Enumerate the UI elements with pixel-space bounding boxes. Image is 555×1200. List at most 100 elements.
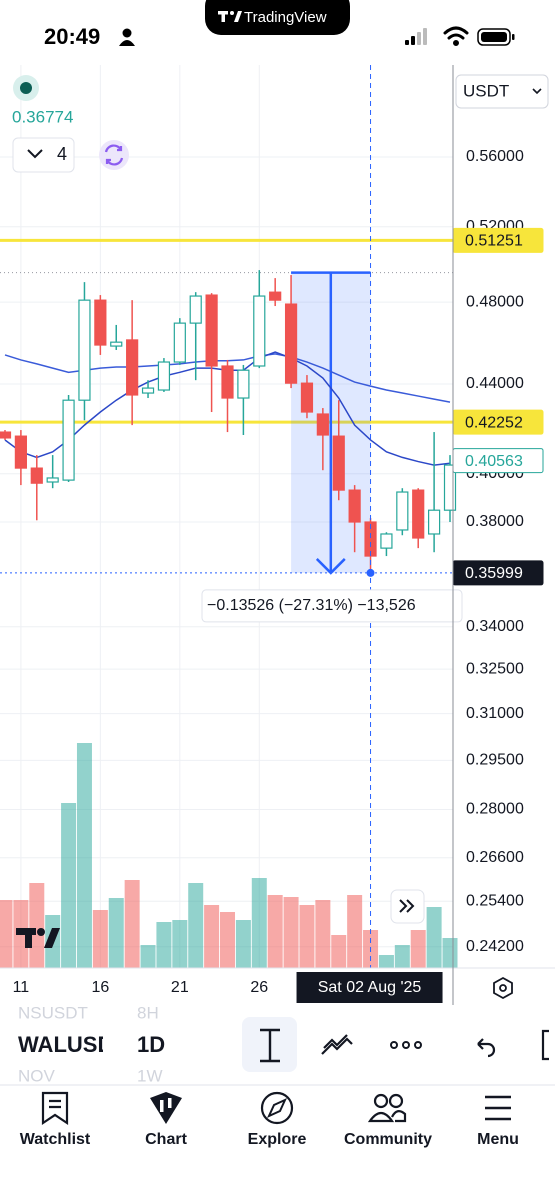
- candle-body: [380, 533, 393, 549]
- redo-button[interactable]: [541, 1029, 549, 1061]
- candle-body: [141, 387, 155, 394]
- community-icon[interactable]: [367, 1093, 407, 1123]
- legend-price: 0.36774: [12, 107, 73, 126]
- volume-bar: [315, 900, 331, 968]
- nav-label[interactable]: Explore: [248, 1131, 307, 1148]
- measure-label: −0.13526 (−27.31%) −13,526: [207, 597, 416, 614]
- candle-body: [269, 291, 282, 301]
- chevron-icon: [27, 149, 43, 159]
- volume-bar: [61, 803, 77, 968]
- nav-label[interactable]: Community: [344, 1131, 432, 1148]
- y-tick-label: 0.44000: [466, 375, 524, 392]
- candle-body: [173, 322, 186, 363]
- nav-label[interactable]: Menu: [477, 1131, 519, 1148]
- person-icon: [119, 28, 135, 46]
- undo-button[interactable]: [477, 1038, 496, 1058]
- candle-body: [253, 295, 266, 367]
- candle-body: [443, 464, 457, 511]
- app-name: TradingView: [244, 9, 327, 26]
- y-tick-label: 0.48000: [466, 293, 524, 310]
- chart-area[interactable]: 0.560000.520000.480000.440000.400000.380…: [0, 65, 544, 968]
- crosshair-dot: [366, 568, 375, 577]
- price-badge-label: 0.51251: [465, 233, 523, 250]
- volume-bar: [172, 920, 188, 968]
- candle-body: [78, 299, 91, 401]
- candle-body: [30, 467, 43, 484]
- volume-bar: [0, 900, 13, 968]
- volume-bar: [299, 905, 315, 968]
- volume-bar: [394, 945, 410, 968]
- candle-body: [348, 489, 361, 523]
- volume-bar: [204, 905, 220, 968]
- wifi-icon: [443, 26, 469, 46]
- drawing-tool[interactable]: [321, 1034, 353, 1055]
- candle-body: [189, 295, 202, 324]
- x-tick-label: 16: [91, 979, 109, 996]
- y-tick-label: 0.34000: [466, 618, 524, 635]
- y-tick-label: 0.24200: [466, 938, 524, 955]
- volume-bar: [410, 930, 426, 968]
- indicator-count: 4: [57, 144, 67, 164]
- chart-icon[interactable]: [150, 1092, 182, 1124]
- symbol[interactable]: WALUSD: [18, 1032, 113, 1057]
- candle-body: [396, 491, 409, 531]
- volume-bar: [378, 955, 394, 968]
- candle-body: [316, 413, 329, 436]
- candle-body: [428, 509, 441, 535]
- scroll-to-latest[interactable]: [390, 889, 425, 924]
- candle-body: [46, 477, 59, 483]
- interval[interactable]: 1D: [137, 1032, 165, 1057]
- volume-bar: [188, 883, 204, 968]
- next-interval: 1W: [137, 1066, 163, 1085]
- y-tick-label: 0.38000: [466, 513, 524, 530]
- indicators-toggle[interactable]: [12, 137, 75, 173]
- more-button[interactable]: [390, 1041, 422, 1049]
- candle-body: [62, 399, 75, 481]
- candle-body: [110, 341, 123, 347]
- menu-icon[interactable]: [485, 1095, 511, 1121]
- volume-bar: [156, 922, 172, 968]
- price-badge-label: 0.40563: [465, 453, 523, 470]
- volume-bar: [220, 912, 235, 968]
- tv-mini-logo: [218, 11, 242, 22]
- candle-body: [300, 382, 314, 413]
- candle-body: [157, 361, 171, 391]
- y-tick-label: 0.25400: [466, 892, 524, 909]
- x-tick-label: 11: [13, 979, 30, 996]
- nav-label[interactable]: Watchlist: [20, 1131, 91, 1148]
- y-tick-label: 0.56000: [466, 148, 524, 165]
- candle-body: [332, 435, 345, 491]
- candle-body: [364, 521, 377, 557]
- candle-body: [221, 365, 234, 399]
- chevron-icon: [532, 88, 542, 95]
- x-tick-label: 26: [250, 979, 268, 996]
- watchlist-icon[interactable]: [41, 1091, 69, 1126]
- candle-body: [94, 299, 107, 346]
- volume-bar: [426, 907, 442, 968]
- volume-bar: [124, 880, 140, 968]
- status-dot: [20, 82, 32, 94]
- symbol-fade: [103, 1025, 123, 1067]
- refresh-icon: [104, 144, 124, 166]
- volume-bar: [347, 895, 363, 968]
- tv-watermark: [16, 928, 60, 948]
- y-tick-label: 0.31000: [466, 705, 524, 722]
- y-tick-label: 0.26600: [466, 849, 524, 866]
- candle-body: [14, 435, 27, 469]
- plot: 0.560000.520000.480000.440000.400000.380…: [0, 65, 544, 968]
- volume-bar: [140, 945, 156, 968]
- crosshair-date: Sat 02 Aug '25: [318, 979, 422, 996]
- y-tick-label: 0.29500: [466, 752, 524, 769]
- settings-icon[interactable]: [493, 976, 513, 1000]
- next-symbol: NOV: [18, 1066, 56, 1085]
- battery-icon: [477, 28, 515, 46]
- currency-select[interactable]: [455, 74, 549, 109]
- nav-label[interactable]: Chart: [145, 1131, 187, 1148]
- volume-bar: [235, 920, 251, 968]
- volume-bar: [76, 743, 92, 968]
- ruler-icon: [260, 1028, 280, 1063]
- measure-label-box: [201, 589, 463, 623]
- double-chevron-icon: [399, 899, 415, 913]
- explore-icon[interactable]: [260, 1091, 294, 1125]
- volume-bar: [283, 897, 299, 968]
